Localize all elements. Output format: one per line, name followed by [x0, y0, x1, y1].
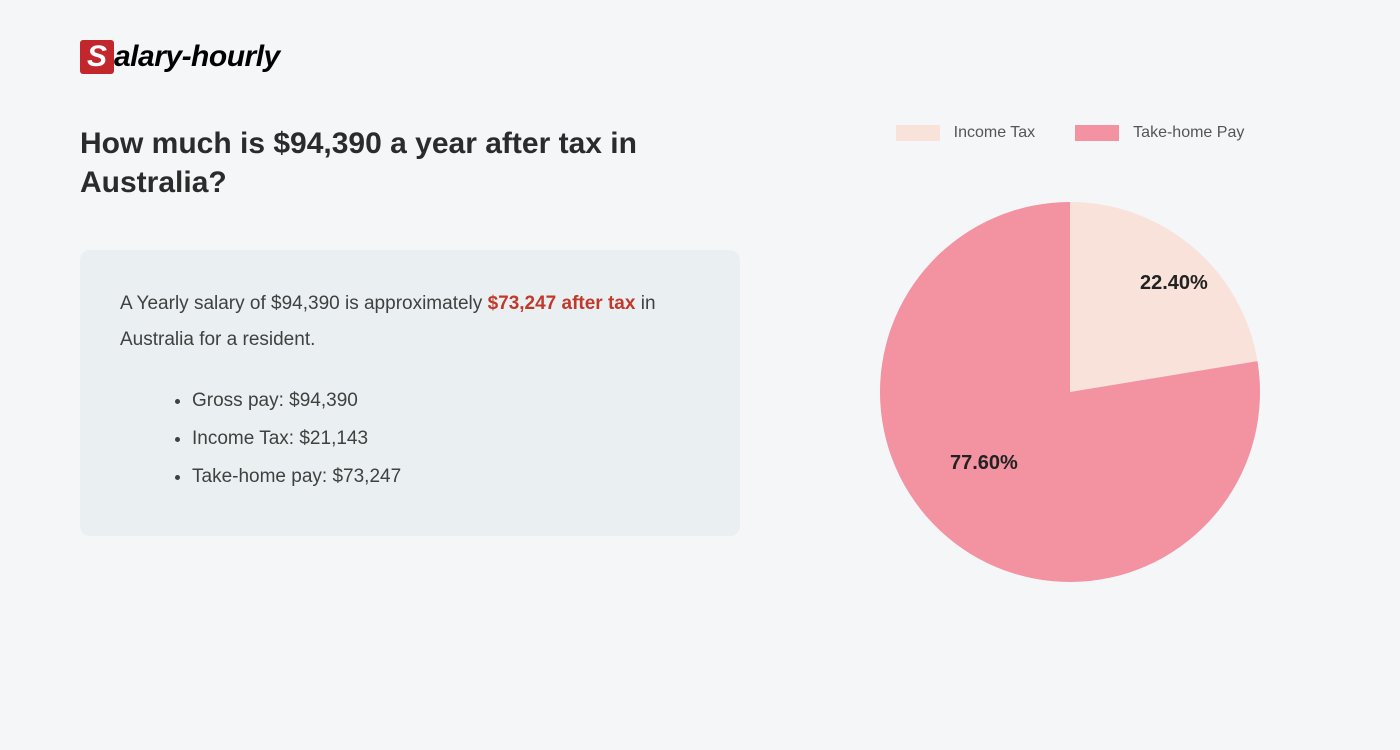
site-logo: S alary-hourly — [80, 40, 1320, 74]
summary-card: A Yearly salary of $94,390 is approximat… — [80, 250, 740, 536]
pie-svg — [880, 162, 1260, 582]
legend-swatch — [1075, 125, 1119, 141]
legend-swatch — [896, 125, 940, 141]
logo-text: alary-hourly — [114, 40, 280, 74]
main-content: How much is $94,390 a year after tax in … — [80, 124, 1320, 582]
summary-highlight: $73,247 after tax — [488, 293, 636, 314]
summary-pre: A Yearly salary of $94,390 is approximat… — [120, 293, 488, 314]
pie-slice-label: 22.40% — [1140, 272, 1208, 295]
logo-mark: S — [80, 40, 114, 74]
page-title: How much is $94,390 a year after tax in … — [80, 124, 740, 202]
left-column: How much is $94,390 a year after tax in … — [80, 124, 740, 582]
legend-label: Income Tax — [954, 124, 1036, 142]
pie-chart: 22.40% 77.60% — [880, 162, 1260, 582]
list-item: Income Tax: $21,143 — [192, 420, 700, 458]
chart-legend: Income Tax Take-home Pay — [896, 124, 1245, 142]
right-column: Income Tax Take-home Pay 22.40% 77.60% — [820, 124, 1320, 582]
list-item: Gross pay: $94,390 — [192, 382, 700, 420]
legend-item-income-tax: Income Tax — [896, 124, 1036, 142]
list-item: Take-home pay: $73,247 — [192, 458, 700, 496]
pie-slice-label: 77.60% — [950, 452, 1018, 475]
summary-text: A Yearly salary of $94,390 is approximat… — [120, 286, 700, 358]
breakdown-list: Gross pay: $94,390 Income Tax: $21,143 T… — [120, 382, 700, 496]
legend-item-take-home: Take-home Pay — [1075, 124, 1244, 142]
legend-label: Take-home Pay — [1133, 124, 1244, 142]
